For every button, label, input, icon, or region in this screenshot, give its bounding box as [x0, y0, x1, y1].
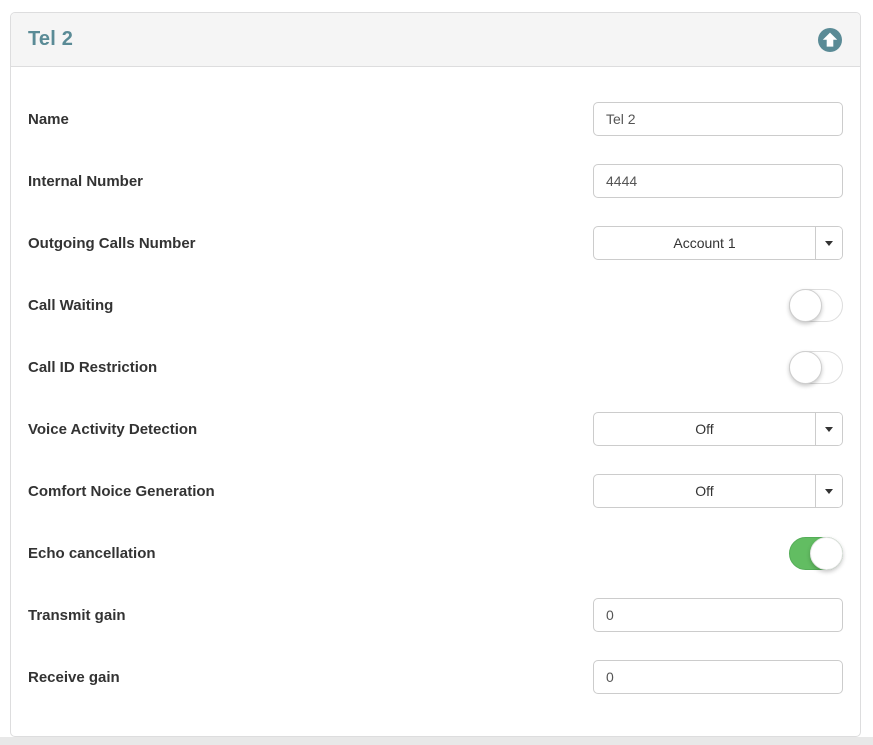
toggle-knob [789, 350, 822, 384]
receive-gain-input[interactable] [593, 660, 843, 694]
select-caret-button[interactable] [815, 475, 842, 507]
field-label: Name [28, 110, 69, 128]
field-row-voice-activity-detection: Voice Activity Detection Off [28, 398, 843, 460]
toggle-knob [789, 288, 822, 322]
field-label: Call Waiting [28, 296, 114, 314]
field-row-call-waiting: Call Waiting [28, 274, 843, 336]
tel2-settings-panel: Tel 2 Name Internal Number [10, 12, 861, 737]
echo-cancellation-toggle[interactable] [789, 536, 843, 570]
name-input[interactable] [593, 102, 843, 136]
outgoing-calls-number-select[interactable]: Account 1 [593, 226, 843, 260]
transmit-gain-input[interactable] [593, 598, 843, 632]
field-label: Receive gain [28, 668, 120, 686]
field-row-outgoing-calls-number: Outgoing Calls Number Account 1 [28, 212, 843, 274]
panel-header[interactable]: Tel 2 [11, 13, 860, 67]
field-label: Echo cancellation [28, 544, 156, 562]
collapse-panel-button[interactable] [817, 27, 843, 53]
next-section-edge [0, 737, 873, 745]
field-label: Transmit gain [28, 606, 126, 624]
field-row-transmit-gain: Transmit gain [28, 584, 843, 646]
field-row-receive-gain: Receive gain [28, 646, 843, 708]
field-label: Voice Activity Detection [28, 420, 198, 438]
panel-title: Tel 2 [28, 28, 74, 50]
internal-number-input[interactable] [593, 164, 843, 198]
select-value: Off [695, 483, 714, 499]
call-id-restriction-toggle[interactable] [789, 350, 843, 384]
toggle-knob [810, 536, 843, 570]
field-row-name: Name [28, 88, 843, 150]
voice-activity-detection-select[interactable]: Off [593, 412, 843, 446]
select-value: Off [695, 421, 714, 437]
field-row-internal-number: Internal Number [28, 150, 843, 212]
field-row-call-id-restriction: Call ID Restriction [28, 336, 843, 398]
circle-arrow-up-icon [817, 27, 843, 53]
panel-body: Name Internal Number Outgoing Calls Numb… [11, 67, 860, 736]
field-row-comfort-noice-generation: Comfort Noice Generation Off [28, 460, 843, 522]
call-waiting-toggle[interactable] [789, 288, 843, 322]
field-label: Outgoing Calls Number [28, 234, 196, 252]
comfort-noice-generation-select[interactable]: Off [593, 474, 843, 508]
field-label: Call ID Restriction [28, 358, 158, 376]
caret-down-icon [825, 488, 833, 494]
caret-down-icon [825, 426, 833, 432]
field-label: Internal Number [28, 172, 144, 190]
field-label: Comfort Noice Generation [28, 482, 215, 500]
select-caret-button[interactable] [815, 413, 842, 445]
select-caret-button[interactable] [815, 227, 842, 259]
field-row-echo-cancellation: Echo cancellation [28, 522, 843, 584]
caret-down-icon [825, 240, 833, 246]
select-value: Account 1 [673, 235, 736, 251]
